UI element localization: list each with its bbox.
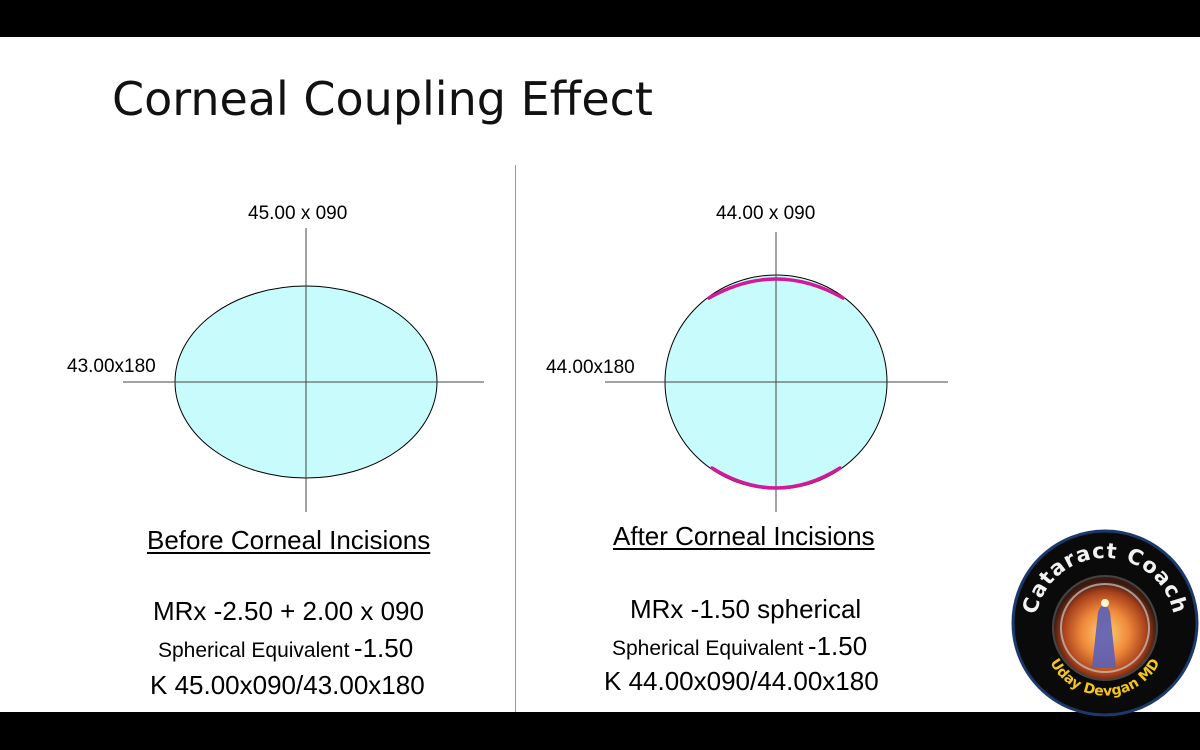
cataract-coach-logo: Cataract Coach Uday Devgan MD — [1011, 529, 1199, 717]
after-horizontal-k-label: 44.00x180 — [546, 357, 635, 378]
before-vertical-k-label: 45.00 x 090 — [248, 203, 348, 224]
after-se-label: Spherical Equivalent — [612, 637, 804, 660]
after-se-value: -1.50 — [807, 631, 868, 661]
incision-arc-bottom — [710, 466, 842, 490]
before-caption: Before Corneal Incisions — [147, 525, 431, 555]
after-caption: After Corneal Incisions — [613, 521, 875, 551]
top-letterbox — [0, 0, 1200, 37]
before-mrx: MRx -2.50 + 2.00 x 090 — [153, 596, 424, 626]
before-k-values: K 45.00x090/43.00x180 — [150, 670, 425, 700]
before-horizontal-k-label: 43.00x180 — [67, 356, 156, 377]
after-spherical-equivalent: Spherical Equivalent -1.50 — [612, 631, 867, 662]
before-se-label: Spherical Equivalent — [158, 639, 350, 662]
slide-title: Corneal Coupling Effect — [112, 72, 653, 126]
bottom-letterbox — [0, 712, 1200, 750]
before-se-value: -1.50 — [353, 633, 414, 663]
panel-divider — [515, 165, 516, 712]
before-spherical-equivalent: Spherical Equivalent -1.50 — [158, 633, 413, 664]
after-k-values: K 44.00x090/44.00x180 — [604, 666, 879, 696]
after-mrx: MRx -1.50 spherical — [630, 594, 862, 624]
incision-arc-top — [707, 277, 845, 300]
after-vertical-k-label: 44.00 x 090 — [716, 203, 816, 224]
